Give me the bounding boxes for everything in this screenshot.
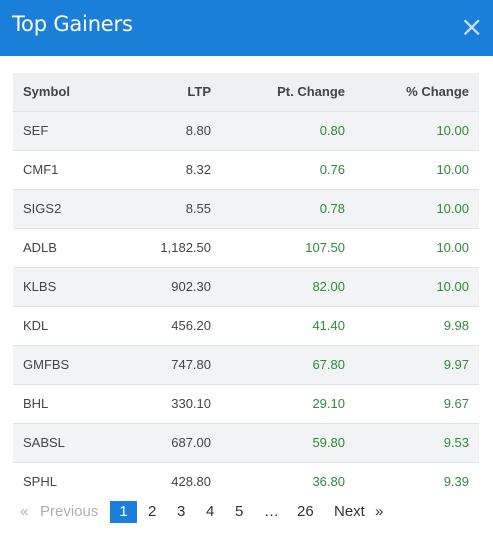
pt-change-cell: 107.50 bbox=[305, 240, 345, 255]
pt-change-cell: 59.80 bbox=[312, 435, 345, 450]
symbol-cell: KDL bbox=[23, 318, 49, 333]
symbol-cell: SIGS2 bbox=[23, 201, 62, 216]
page-link-1[interactable]: 1 bbox=[110, 501, 137, 523]
gainers-table: Symbol LTP Pt. Change % Change SEF 8.80 … bbox=[13, 73, 479, 501]
pct-change-cell: 10.00 bbox=[436, 240, 469, 255]
page-link-5[interactable]: 5 bbox=[235, 503, 244, 520]
pt-change-cell: 41.40 bbox=[312, 318, 345, 333]
ltp-cell: 428.80 bbox=[171, 474, 211, 490]
table-row[interactable]: KLBS 902.30 82.00 10.00 bbox=[13, 267, 479, 306]
pt-change-cell: 0.76 bbox=[319, 162, 345, 177]
column-header-pt-change: Pt. Change bbox=[277, 84, 345, 100]
pt-change-cell: 82.00 bbox=[312, 279, 345, 294]
table-row[interactable]: GMFBS 747.80 67.80 9.97 bbox=[13, 345, 479, 384]
pt-change-cell: 29.10 bbox=[312, 396, 345, 411]
pct-change-cell: 10.00 bbox=[436, 123, 469, 138]
table-row[interactable]: CMF1 8.32 0.76 10.00 bbox=[13, 150, 479, 189]
ltp-cell: 902.30 bbox=[171, 279, 211, 294]
page-link-2[interactable]: 2 bbox=[148, 503, 157, 520]
modal-header: Top Gainers × bbox=[0, 0, 493, 56]
table-row[interactable]: SPHL 428.80 36.80 9.39 bbox=[13, 462, 479, 501]
table-header-row: Symbol LTP Pt. Change % Change bbox=[13, 73, 479, 111]
symbol-cell: GMFBS bbox=[23, 357, 70, 372]
previous-arrow-icon[interactable]: « bbox=[20, 503, 29, 520]
symbol-cell: BHL bbox=[23, 396, 49, 411]
table-row[interactable]: SEF 8.80 0.80 10.00 bbox=[13, 111, 479, 150]
symbol-cell: KLBS bbox=[23, 279, 57, 294]
ltp-cell: 330.10 bbox=[171, 396, 211, 411]
pct-change-cell: 9.39 bbox=[443, 474, 469, 490]
ltp-cell: 456.20 bbox=[171, 318, 211, 333]
ltp-cell: 1,182.50 bbox=[160, 240, 211, 255]
table-row[interactable]: SABSL 687.00 59.80 9.53 bbox=[13, 423, 479, 462]
symbol-cell: SPHL bbox=[23, 474, 57, 490]
pct-change-cell: 10.00 bbox=[436, 279, 469, 294]
pct-change-cell: 9.97 bbox=[443, 357, 469, 372]
symbol-cell: SABSL bbox=[23, 435, 65, 450]
page-link-26[interactable]: 26 bbox=[297, 503, 314, 520]
pct-change-cell: 9.53 bbox=[443, 435, 469, 450]
symbol-cell: ADLB bbox=[23, 240, 57, 255]
column-header-ltp: LTP bbox=[187, 84, 211, 100]
ltp-cell: 8.32 bbox=[185, 162, 211, 177]
column-header-pct-change: % Change bbox=[406, 84, 469, 100]
table-row[interactable]: KDL 456.20 41.40 9.98 bbox=[13, 306, 479, 345]
pct-change-cell: 9.98 bbox=[443, 318, 469, 333]
next-arrow-icon[interactable]: » bbox=[375, 503, 384, 520]
symbol-cell: SEF bbox=[23, 123, 49, 138]
modal-title: Top Gainers bbox=[12, 12, 133, 36]
pt-change-cell: 36.80 bbox=[312, 474, 345, 490]
table-row[interactable]: SIGS2 8.55 0.78 10.00 bbox=[13, 189, 479, 228]
table-row[interactable]: BHL 330.10 29.10 9.67 bbox=[13, 384, 479, 423]
close-icon[interactable]: × bbox=[460, 10, 484, 43]
pagination: « Previous 1 2 3 4 5 … 26 Next » bbox=[13, 501, 479, 523]
previous-page-link[interactable]: Previous bbox=[40, 503, 99, 520]
symbol-cell: CMF1 bbox=[23, 162, 59, 177]
pct-change-cell: 10.00 bbox=[436, 162, 469, 177]
pct-change-cell: 10.00 bbox=[436, 201, 469, 216]
ltp-cell: 687.00 bbox=[171, 435, 211, 450]
pt-change-cell: 0.78 bbox=[319, 201, 345, 216]
gainers-table-container: Symbol LTP Pt. Change % Change SEF 8.80 … bbox=[13, 73, 479, 501]
pt-change-cell: 0.80 bbox=[319, 123, 345, 138]
pt-change-cell: 67.80 bbox=[312, 357, 345, 372]
column-header-symbol: Symbol bbox=[23, 84, 70, 100]
page-link-3[interactable]: 3 bbox=[177, 503, 186, 520]
ltp-cell: 8.80 bbox=[185, 123, 211, 138]
ltp-cell: 747.80 bbox=[171, 357, 211, 372]
ltp-cell: 8.55 bbox=[185, 201, 211, 216]
table-row[interactable]: ADLB 1,182.50 107.50 10.00 bbox=[13, 228, 479, 267]
next-page-link[interactable]: Next bbox=[334, 503, 365, 520]
pct-change-cell: 9.67 bbox=[443, 396, 469, 411]
page-link-4[interactable]: 4 bbox=[206, 503, 215, 520]
pagination-ellipsis: … bbox=[264, 503, 279, 520]
